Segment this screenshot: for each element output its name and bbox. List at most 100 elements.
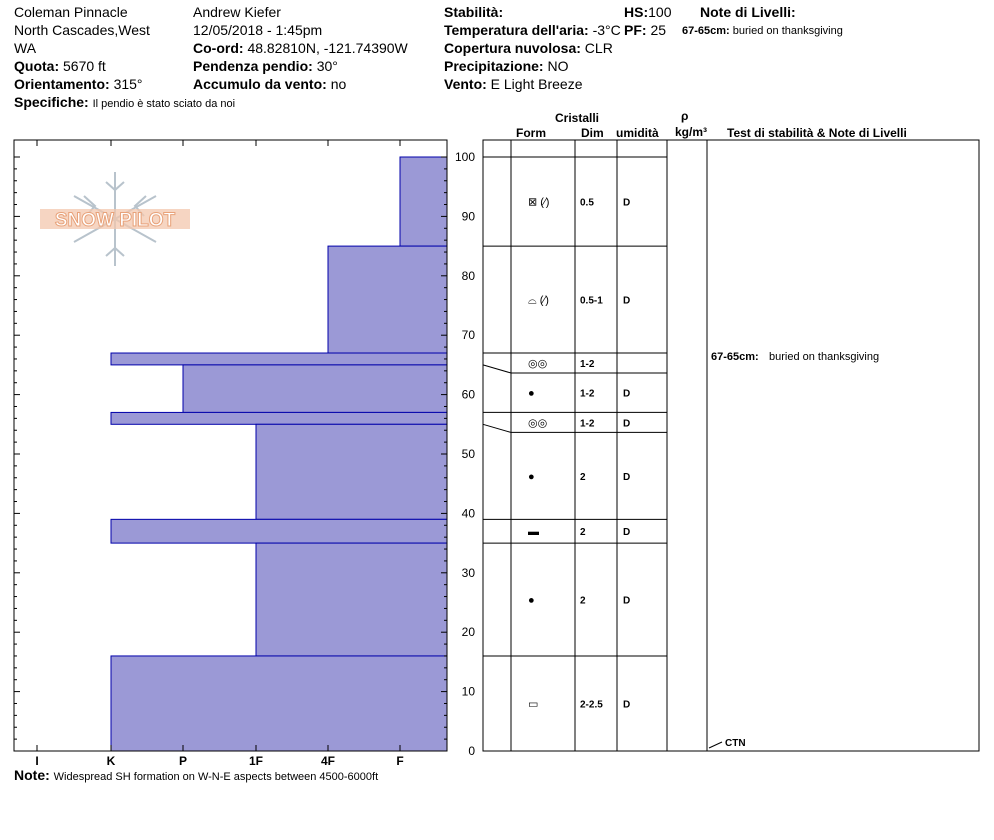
- precip-row: Precipitazione: NO: [444, 58, 568, 74]
- stability-label: Stabilità:: [444, 4, 504, 20]
- specifics-label: Specifiche:: [14, 94, 89, 110]
- table-layer-note-text: buried on thanksgiving: [769, 351, 879, 363]
- x-tick-label-P: P: [179, 754, 187, 768]
- row-form-5: ●: [528, 471, 535, 483]
- layer-notes-label: Note di Livelli:: [700, 4, 796, 20]
- y-tick-label-20: 20: [462, 625, 476, 639]
- row-size-1: 0.5-1: [580, 296, 603, 307]
- hardness-bar-1: [327, 245, 448, 354]
- row-size-8: 2-2.5: [580, 699, 603, 710]
- y-tick-label-100: 100: [455, 150, 475, 164]
- observer: Andrew Kiefer: [193, 4, 281, 20]
- elevation-label: Quota:: [14, 58, 60, 74]
- y-tick-label-10: 10: [462, 685, 476, 699]
- hs-label: HS:: [624, 4, 649, 20]
- air-temp-row: Temperatura dell'aria: -3°C: [444, 22, 621, 38]
- row-moisture-5: D: [623, 472, 630, 483]
- wind-label: Vento:: [444, 76, 487, 92]
- elevation-row: Quota: 5670 ft: [14, 58, 106, 74]
- pf-row: PF: 25: [624, 22, 666, 38]
- row-moisture-1: D: [623, 296, 630, 307]
- y-tick-label-0: 0: [468, 744, 475, 758]
- hardness-bar-2: [110, 352, 448, 366]
- dim-header: Dim: [581, 126, 604, 140]
- hardness-bar-8: [110, 655, 448, 752]
- region: North Cascades,West: [14, 22, 150, 38]
- slope-label: Pendenza pendio:: [193, 58, 313, 74]
- wind-value: E Light Breeze: [490, 76, 583, 92]
- row-connector-5: [482, 423, 512, 433]
- wind-row: Vento: E Light Breeze: [444, 76, 583, 92]
- hardness-bar-4: [110, 411, 448, 425]
- row-size-3: 1-2: [580, 389, 595, 400]
- row-form-2: ◎◎: [528, 358, 547, 370]
- aspect-value: 315°: [113, 76, 143, 92]
- hs-value: 100: [648, 4, 672, 20]
- aspect-row: Orientamento: 315°: [14, 76, 143, 92]
- test-result-pointer: [708, 741, 723, 749]
- logo-text: SNOW PILOT: [55, 210, 176, 231]
- row-form-1: ⌓ (⁄): [528, 295, 549, 307]
- precip-label: Precipitazione:: [444, 58, 544, 74]
- logo-band: [40, 209, 190, 229]
- slope-row: Pendenza pendio: 30°: [193, 58, 338, 74]
- row-form-8: ▭: [528, 698, 538, 710]
- slope-value: 30°: [316, 58, 338, 74]
- row-moisture-7: D: [623, 596, 630, 607]
- x-tick-label-4F: 4F: [321, 754, 335, 768]
- y-tick-label-60: 60: [462, 388, 476, 402]
- hardness-bar-7: [255, 542, 448, 657]
- row-size-6: 2: [580, 527, 586, 538]
- state: WA: [14, 40, 37, 56]
- x-tick-label-K: K: [107, 754, 116, 768]
- specifics-row: Specifiche: Il pendio è stato sciato da …: [14, 94, 235, 112]
- row-size-4: 1-2: [580, 418, 595, 429]
- cloud-label: Copertura nuvolosa:: [444, 40, 581, 56]
- hs-row: HS:100: [624, 4, 671, 20]
- x-tick-label-F: F: [396, 754, 403, 768]
- row-form-7: ●: [528, 595, 535, 607]
- moisture-header: umidità: [616, 126, 659, 140]
- hardness-bar-3: [182, 364, 448, 413]
- coord-value: 48.82810N, -121.74390W: [247, 40, 408, 56]
- x-tick-label-1F: 1F: [249, 754, 263, 768]
- table-frame: [482, 139, 980, 752]
- note-label: Note:: [14, 767, 50, 783]
- coord-row: Co-ord: 48.82810N, -121.74390W: [193, 40, 408, 56]
- y-tick-label-90: 90: [462, 209, 476, 223]
- table-layer-note-depth: 67-65cm:: [711, 351, 759, 363]
- y-tick-label-40: 40: [462, 506, 476, 520]
- row-form-6: ▬: [528, 526, 539, 538]
- hardness-bar-6: [110, 518, 448, 544]
- specifics-value: Il pendio è stato sciato da noi: [92, 98, 236, 110]
- x-tick-label-I: I: [35, 754, 38, 768]
- wind-load-value: no: [330, 76, 347, 92]
- wind-load-row: Accumulo da vento: no: [193, 76, 346, 92]
- air-temp-value: -3°C: [592, 22, 621, 38]
- note-text: Widespread SH formation on W-N-E aspects…: [53, 771, 379, 783]
- row-moisture-0: D: [623, 198, 630, 209]
- location: Coleman Pinnacle: [14, 4, 128, 20]
- row-moisture-4: D: [623, 418, 630, 429]
- aspect-label: Orientamento:: [14, 76, 110, 92]
- crystals-header: Cristalli: [555, 111, 600, 125]
- coord-label: Co-ord:: [193, 40, 244, 56]
- row-size-7: 2: [580, 596, 586, 607]
- y-tick-label-70: 70: [462, 328, 476, 342]
- row-form-4: ◎◎: [528, 417, 547, 429]
- row-size-0: 0.5: [580, 198, 594, 209]
- hardness-bar-5: [255, 423, 448, 520]
- datetime: 12/05/2018 - 1:45pm: [193, 22, 323, 38]
- hardness-plot-frame: [13, 139, 448, 752]
- tests-header: Test di stabilità & Note di Livelli: [727, 126, 907, 140]
- cloud-value: CLR: [584, 40, 613, 56]
- row-moisture-3: D: [623, 389, 630, 400]
- row-moisture-8: D: [623, 699, 630, 710]
- test-result-ctn: CTN: [725, 738, 746, 749]
- pf-value: 25: [650, 22, 667, 38]
- density-unit-header: kg/m³: [675, 125, 708, 139]
- header-layer-note-text: buried on thanksgiving: [732, 25, 843, 37]
- y-tick-label-30: 30: [462, 566, 476, 580]
- row-size-2: 1-2: [580, 359, 595, 370]
